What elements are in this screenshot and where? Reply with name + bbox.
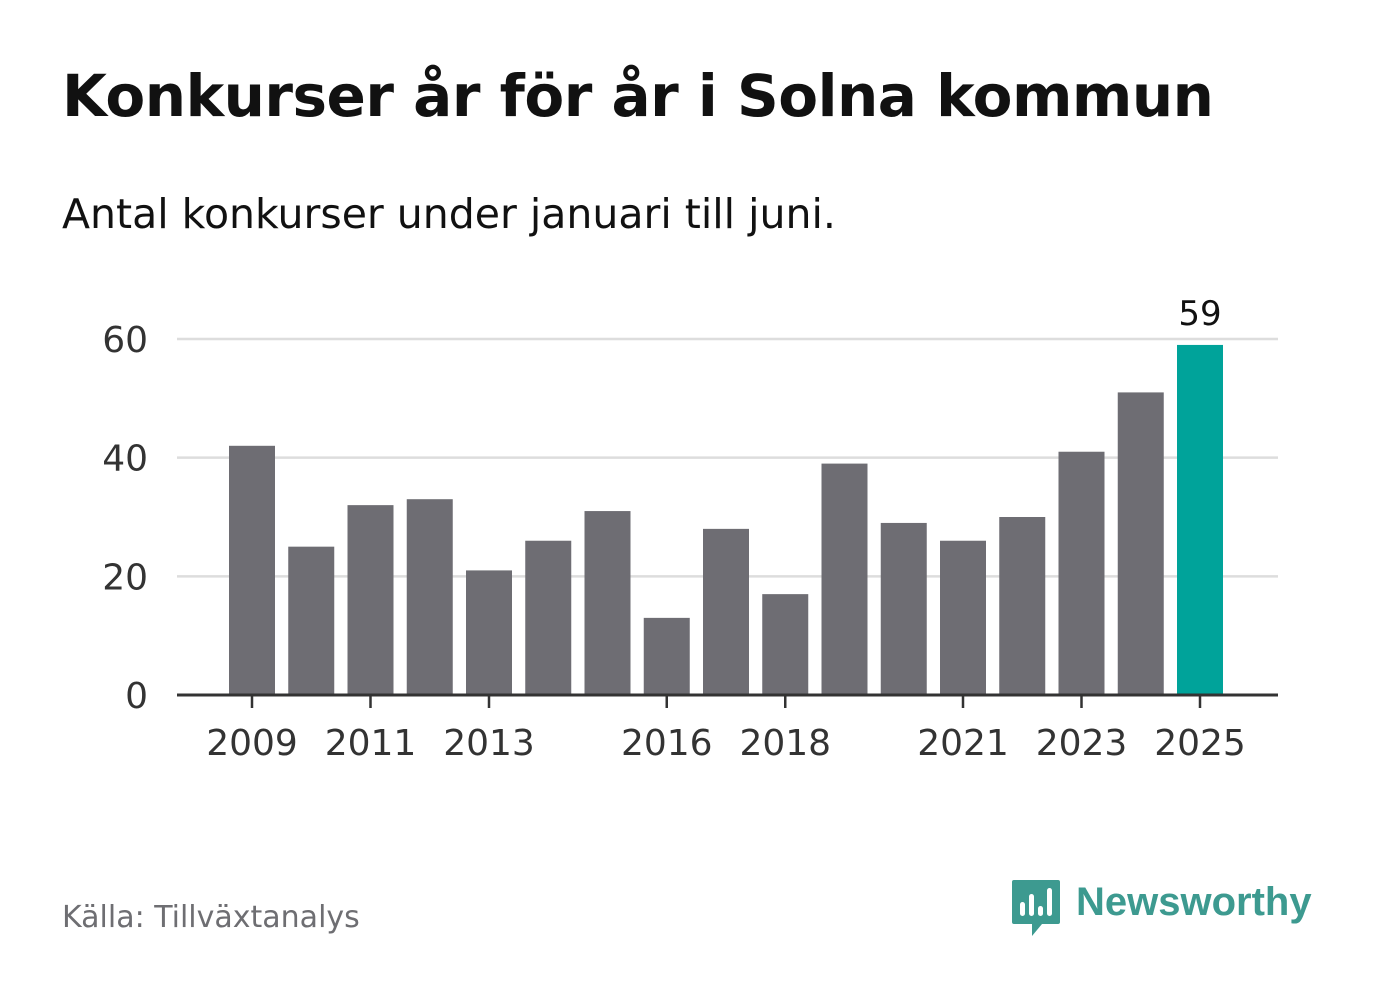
- x-tick-label: 2009: [206, 723, 298, 764]
- bar-2017: [703, 528, 749, 695]
- x-tick-label: 2023: [1036, 723, 1128, 764]
- bar-2024: [1117, 392, 1164, 695]
- y-tick-label: 20: [102, 557, 148, 598]
- chart-title: Konkurser år för år i Solna kommun: [62, 62, 1214, 130]
- bar-2021: [940, 540, 986, 695]
- y-tick-label: 40: [102, 439, 148, 480]
- value-label-2025: 59: [1178, 294, 1221, 334]
- x-tick-label: 2013: [443, 723, 535, 764]
- bar-2012: [406, 499, 453, 695]
- bar-2011: [347, 505, 394, 695]
- bar-2020: [880, 522, 927, 695]
- value-labels: 59: [1178, 294, 1221, 334]
- bar-2025: [1177, 344, 1223, 695]
- x-tick-label: 2016: [621, 723, 713, 764]
- bar-2016: [643, 617, 690, 695]
- y-tick-label: 0: [125, 676, 148, 717]
- brand-name: Newsworthy: [1076, 880, 1312, 924]
- y-axis-ticks: 0 20 40 60: [102, 320, 148, 717]
- x-tick-label: 2011: [325, 723, 417, 764]
- chart-subtitle: Antal konkurser under januari till juni.: [62, 190, 836, 238]
- x-tick-label: 2018: [739, 723, 831, 764]
- y-tick-label: 60: [102, 320, 148, 361]
- bar-2009: [229, 445, 275, 695]
- x-tick-label: 2025: [1154, 723, 1246, 764]
- bar-2019: [821, 463, 868, 695]
- bar-2023: [1058, 451, 1105, 695]
- bar-2015: [584, 511, 631, 695]
- bar-2022: [999, 517, 1046, 695]
- bar-2013: [466, 570, 512, 695]
- newsworthy-logo-icon: [1010, 878, 1062, 942]
- bar-2018: [762, 594, 809, 695]
- bar-2010: [288, 546, 335, 695]
- x-tick-label: 2021: [917, 723, 1009, 764]
- bars: [229, 344, 1223, 695]
- bar-2014: [525, 540, 572, 695]
- source-note: Källa: Tillväxtanalys: [62, 900, 360, 935]
- brand-logo: Newsworthy: [1010, 878, 1312, 940]
- x-axis-ticks: 2009 2011 2013 2016 2018 2021 2023 2025: [206, 695, 1246, 764]
